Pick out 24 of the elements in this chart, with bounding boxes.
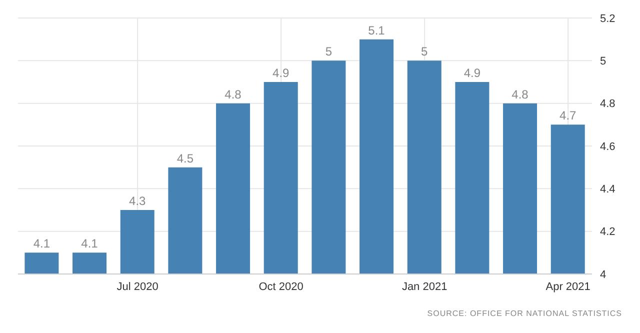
data-label: 4.1 (81, 236, 98, 251)
y-tick-label: 4.8 (600, 98, 616, 110)
x-tick-label: Jan 2021 (402, 280, 448, 293)
data-label: 4.1 (33, 236, 50, 251)
data-label: 4.3 (129, 194, 146, 208)
data-label: 4.8 (224, 87, 242, 102)
x-tick-label: Oct 2020 (258, 280, 304, 293)
data-label: 5.1 (368, 23, 386, 38)
source-note: SOURCE: OFFICE FOR NATIONAL STATISTICS (426, 309, 623, 318)
data-label: 4.8 (512, 87, 529, 102)
y-tick-label: 4.2 (600, 226, 616, 238)
data-label: 4.9 (464, 66, 481, 80)
data-label: 4.5 (176, 151, 194, 166)
data-label: 4.7 (560, 108, 577, 123)
y-tick-label: 5.2 (600, 12, 616, 25)
data-label: 5 (325, 44, 332, 59)
x-tick-label: Apr 2021 (546, 280, 590, 293)
y-tick-label: 4.6 (600, 140, 616, 153)
y-tick-label: 4.4 (600, 184, 616, 196)
x-tick-label: Jul 2020 (116, 280, 158, 293)
data-label: 4.9 (272, 66, 290, 80)
data-label: 5 (421, 44, 428, 59)
y-tick-label: 4 (600, 268, 606, 281)
y-tick-label: 5 (600, 56, 606, 68)
